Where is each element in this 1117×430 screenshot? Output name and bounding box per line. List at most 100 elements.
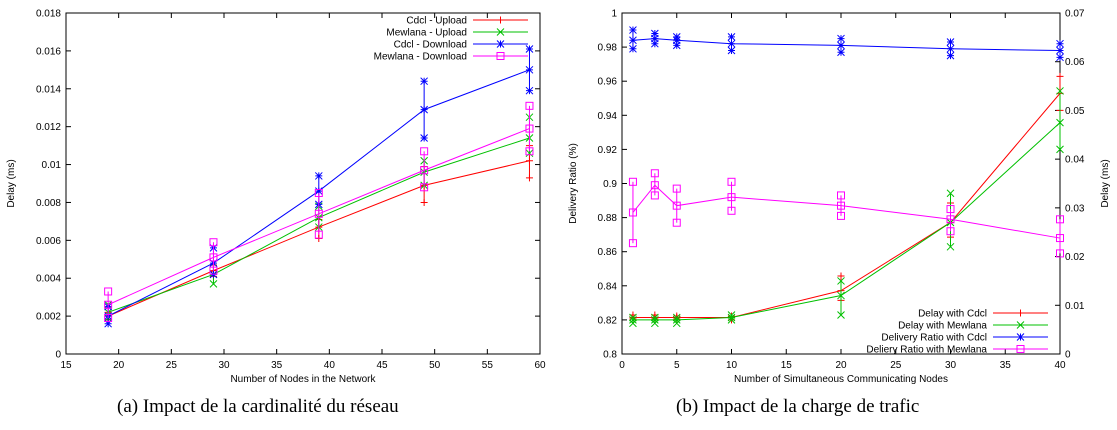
y-tick-label: 0.94: [598, 111, 618, 122]
x-tick-label: 50: [429, 360, 441, 371]
error-cap-marker: [946, 38, 955, 46]
data-point: [946, 215, 955, 224]
legend-label: Deliery Ratio with Mewlana: [866, 345, 987, 356]
error-cap-marker: [525, 86, 534, 95]
data-point: [1056, 46, 1064, 55]
data-point: [209, 253, 218, 262]
error-cap-marker: [837, 272, 845, 280]
series-0: [629, 72, 1064, 324]
data-point: [1056, 234, 1064, 243]
y-tick-label: 1: [611, 9, 617, 20]
error-cap-marker: [672, 218, 681, 227]
series-2: [629, 26, 1064, 62]
x-tick-label: 60: [534, 360, 546, 371]
y-tick-label: 0.9: [603, 179, 617, 190]
caption-b: (b) Impact de la charge de trafic: [676, 396, 920, 417]
data-point: [650, 34, 659, 43]
data-point: [525, 157, 533, 165]
error-cap-marker: [314, 188, 323, 197]
error-cap-marker: [837, 311, 845, 319]
data-point: [837, 291, 845, 300]
y2-tick-label: 0.04: [1065, 155, 1085, 166]
error-cap-marker: [946, 51, 955, 60]
y2-tick-label: 0.03: [1065, 203, 1085, 214]
legend-swatch-marker: [1016, 321, 1025, 329]
error-cap-marker: [525, 147, 534, 156]
error-cap-marker: [209, 238, 218, 247]
x-tick-label: 15: [60, 360, 72, 371]
y-tick-label: 0.006: [36, 236, 61, 247]
x-tick-label: 40: [324, 360, 336, 371]
error-cap-marker: [650, 169, 659, 178]
y2-tick-label: 0.01: [1065, 301, 1085, 312]
y2-tick-label: 0.05: [1065, 106, 1085, 117]
y-tick-label: 0.002: [36, 312, 61, 323]
error-cap-marker: [525, 149, 534, 158]
error-cap-marker: [420, 134, 428, 142]
x-axis-label: Number of Nodes in the Network: [230, 374, 376, 385]
error-cap-marker: [727, 177, 736, 186]
data-point: [727, 313, 736, 322]
error-cap-marker: [420, 147, 429, 156]
x-axis-label: Number of Simultaneous Communicating Nod…: [734, 374, 948, 385]
error-cap-marker: [629, 313, 637, 322]
legend-swatch-marker: [497, 16, 504, 24]
error-cap-marker: [104, 287, 113, 296]
error-cap-marker: [946, 242, 955, 251]
x-tick-label: 35: [271, 360, 283, 371]
y-tick-label: 0.8: [603, 350, 617, 361]
error-cap-marker: [672, 313, 681, 322]
series-3: [104, 101, 534, 323]
series-line: [632, 184, 1061, 239]
y-tick-label: 0.012: [36, 122, 61, 133]
data-point: [650, 181, 659, 190]
x-tick-label: 20: [113, 360, 125, 371]
error-cap-marker: [629, 319, 637, 328]
data-point: [946, 44, 955, 53]
data-point: [727, 193, 736, 202]
caption-a: (a) Impact de la cardinalité du réseau: [117, 396, 399, 417]
error-cap-marker: [209, 280, 218, 288]
y-tick-label: 0.84: [598, 281, 618, 292]
legend-swatch-marker: [496, 40, 505, 48]
data-point: [629, 36, 637, 45]
y-tick-label: 0.82: [598, 315, 618, 326]
x-tick-label: 25: [890, 360, 902, 371]
legend-swatch-marker: [1017, 309, 1024, 317]
x-tick-label: 10: [726, 360, 738, 371]
data-point: [628, 208, 637, 217]
error-cap-marker: [629, 26, 637, 34]
error-cap-marker: [629, 44, 637, 53]
error-cap-marker: [727, 46, 736, 55]
data-point: [420, 105, 428, 114]
legend-label: Mewlana - Download: [374, 52, 467, 63]
y-axis-label: Delay (ms): [6, 159, 17, 207]
error-cap-marker: [104, 314, 113, 323]
error-cap-marker: [650, 39, 659, 48]
x-tick-label: 30: [945, 360, 957, 371]
error-cap-marker: [1056, 249, 1064, 258]
series-line: [632, 122, 1061, 321]
error-cap-marker: [314, 230, 323, 239]
error-cap-marker: [837, 34, 845, 43]
error-cap-marker: [104, 319, 112, 328]
legend-label: Delay with Mewlana: [898, 321, 987, 332]
legend-swatch-marker: [496, 52, 505, 60]
error-cap-marker: [946, 189, 955, 198]
y-tick-label: 0.86: [598, 247, 618, 258]
error-cap-marker: [1056, 215, 1064, 224]
data-point: [672, 316, 681, 324]
x-tick-label: 5: [674, 360, 680, 371]
error-cap-marker: [837, 277, 845, 285]
y-tick-label: 0.98: [598, 43, 618, 54]
error-cap-marker: [1056, 39, 1064, 48]
error-cap-marker: [672, 319, 681, 328]
legend-swatch-marker: [496, 28, 505, 36]
error-cap-marker: [672, 41, 681, 50]
plot-frame: [65, 12, 541, 355]
data-point: [420, 166, 429, 175]
error-cap-marker: [525, 101, 534, 110]
chart-a-cardinality: 15 20 25 30 35 40 45 50 55 60 0 0.002 0.004 0.006 0.00…: [6, 9, 546, 386]
y-tick-label: 0.88: [598, 213, 618, 224]
error-cap-marker: [314, 172, 323, 180]
